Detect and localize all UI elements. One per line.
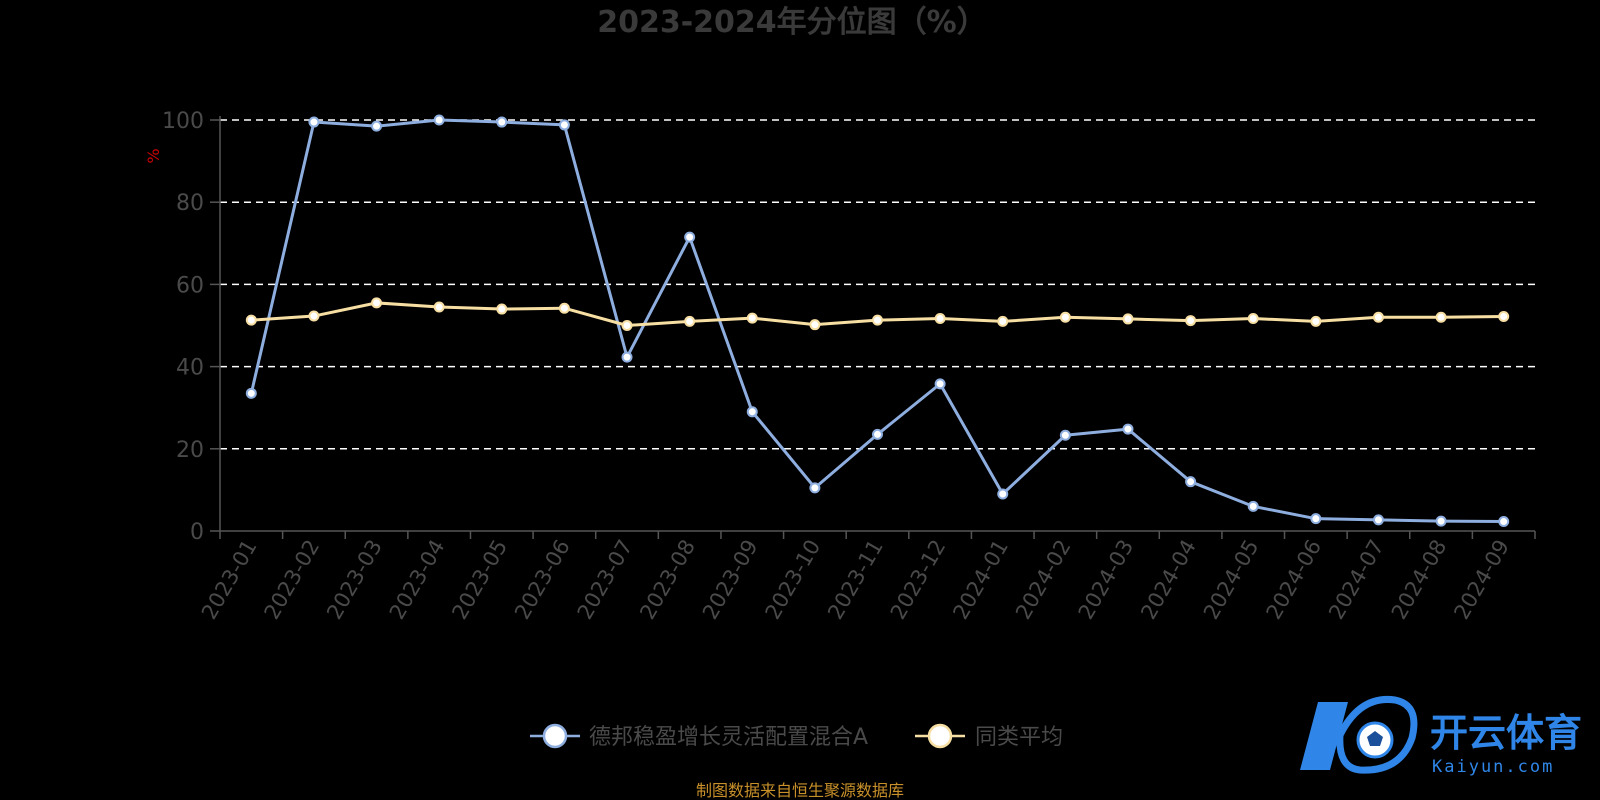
watermark-text-cn: 开云体育: [1430, 711, 1582, 755]
data-point-1-20: [1498, 310, 1510, 322]
data-point-0-9: [809, 482, 821, 494]
data-point-1-18: [1372, 311, 1384, 323]
data-point-1-14: [1122, 313, 1134, 325]
data-point-1-11: [934, 313, 946, 325]
data-point-1-13: [1059, 311, 1071, 323]
y-tick-label: 80: [176, 191, 204, 216]
data-point-0-8: [746, 406, 758, 418]
legend: 德邦稳盈增长灵活配置混合A 同类平均: [530, 723, 1063, 750]
data-point-0-20: [1498, 516, 1510, 528]
data-point-1-16: [1247, 313, 1259, 325]
data-point-0-11: [934, 378, 946, 390]
data-point-0-18: [1372, 514, 1384, 526]
data-source-note: 制图数据来自恒生聚源数据库: [696, 781, 904, 800]
legend-swatch-marker-0: [542, 723, 568, 749]
data-point-1-15: [1185, 315, 1197, 327]
data-point-1-8: [746, 312, 758, 324]
data-point-1-0: [245, 314, 257, 326]
data-point-0-5: [558, 119, 570, 131]
data-point-1-12: [997, 315, 1009, 327]
data-point-0-3: [433, 114, 445, 126]
data-point-1-9: [809, 319, 821, 331]
chart-title: 2023-2024年分位图（%）: [597, 5, 987, 40]
y-tick-label: 60: [176, 273, 204, 298]
data-point-1-4: [496, 303, 508, 315]
y-axis-ticks: 0 20 40 60 80 100: [162, 109, 204, 545]
data-point-1-7: [684, 315, 696, 327]
data-point-1-17: [1310, 315, 1322, 327]
data-point-1-3: [433, 301, 445, 313]
y-axis-unit-label: %: [144, 148, 163, 163]
data-point-0-13: [1059, 429, 1071, 441]
y-tick-label: 100: [162, 109, 204, 134]
data-point-1-1: [308, 310, 320, 322]
y-tick-label: 20: [176, 438, 204, 463]
data-point-0-1: [308, 116, 320, 128]
kaiyun-logo-icon: [1300, 695, 1418, 774]
y-tick-label: 40: [176, 356, 204, 381]
data-point-0-15: [1185, 476, 1197, 488]
data-point-0-0: [245, 387, 257, 399]
data-point-1-10: [872, 314, 883, 326]
data-point-0-10: [872, 428, 883, 440]
data-point-0-19: [1435, 515, 1447, 527]
series-lines: [245, 114, 1510, 528]
data-point-0-12: [997, 488, 1009, 500]
data-point-0-2: [371, 120, 383, 132]
data-point-1-19: [1435, 311, 1447, 323]
y-tick-label: 0: [190, 520, 204, 545]
legend-swatch-marker-1: [927, 723, 953, 749]
data-point-0-4: [496, 116, 508, 128]
data-point-0-7: [684, 231, 696, 243]
legend-label-1: 同类平均: [975, 725, 1063, 750]
data-point-0-16: [1247, 500, 1259, 512]
data-point-0-17: [1310, 513, 1322, 525]
watermark-text-en: Kaiyun.com: [1432, 757, 1554, 777]
data-point-0-14: [1122, 423, 1134, 435]
legend-label-0: 德邦稳盈增长灵活配置混合A: [589, 725, 868, 750]
watermark-logo: 开云体育 Kaiyun.com: [1300, 695, 1582, 777]
data-point-1-5: [558, 302, 570, 314]
data-point-0-6: [621, 351, 633, 363]
data-point-1-6: [621, 320, 633, 331]
data-point-1-2: [371, 297, 383, 309]
axes: [210, 116, 1536, 539]
